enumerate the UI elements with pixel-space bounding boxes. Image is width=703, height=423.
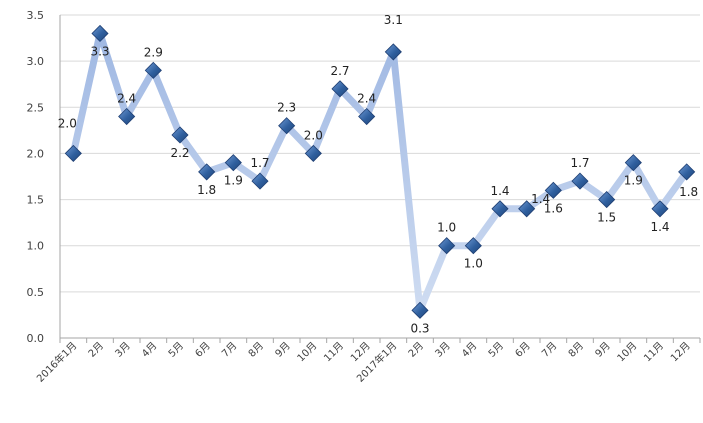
- x-tick-label: 12月: [348, 340, 373, 365]
- data-label: 2.0: [58, 116, 77, 130]
- data-label: 1.7: [250, 156, 269, 170]
- data-point-marker: [64, 144, 82, 162]
- y-tick-label: 0.5: [27, 286, 45, 299]
- data-label: 2.3: [277, 101, 296, 115]
- data-label: 2.0: [304, 128, 323, 142]
- data-point-marker: [198, 163, 216, 181]
- data-point-marker: [224, 154, 242, 172]
- data-point-marker: [91, 24, 109, 43]
- y-tick-label: 1.5: [27, 194, 45, 207]
- data-label: 1.4: [650, 220, 669, 234]
- data-label: 2.7: [330, 64, 349, 78]
- data-point-marker: [438, 237, 456, 255]
- x-tick-label: 6月: [193, 340, 213, 360]
- y-tick-label: 1.0: [27, 240, 45, 253]
- y-tick-label: 2.0: [27, 147, 45, 160]
- data-point-marker: [278, 117, 296, 135]
- data-label: 0.3: [410, 321, 429, 335]
- x-tick-label: 2月: [86, 340, 106, 360]
- x-tick-label: 7月: [219, 340, 239, 360]
- data-label: 1.6: [544, 201, 563, 215]
- x-tick-label: 8月: [246, 340, 266, 360]
- x-tick-label: 10月: [615, 340, 640, 365]
- series-markers: [64, 24, 696, 319]
- x-tick-label: 10月: [295, 340, 320, 365]
- data-label: 1.5: [597, 211, 616, 225]
- x-tick-label: 2月: [406, 340, 426, 360]
- x-tick-label: 4月: [139, 340, 159, 360]
- data-label: 3.3: [90, 44, 109, 58]
- data-point-marker: [544, 181, 562, 199]
- data-label: 1.8: [679, 185, 698, 199]
- data-label: 2.9: [144, 45, 163, 59]
- data-point-marker: [651, 200, 669, 218]
- x-tick-label: 11月: [322, 340, 347, 365]
- data-point-marker: [358, 107, 376, 126]
- data-point-marker: [598, 191, 616, 209]
- data-point-marker: [251, 172, 269, 190]
- y-tick-label: 3.0: [27, 55, 45, 68]
- x-tick-label: 5月: [486, 340, 506, 360]
- y-tick-label: 2.5: [27, 101, 45, 114]
- data-point-marker: [571, 172, 589, 190]
- data-point-marker: [384, 43, 402, 61]
- data-point-marker: [518, 200, 536, 218]
- data-point-marker: [411, 301, 429, 319]
- data-label: 1.8: [197, 183, 216, 197]
- data-label: 2.4: [357, 92, 376, 106]
- x-tick-label: 8月: [566, 340, 586, 360]
- data-label: 1.4: [490, 184, 509, 198]
- y-tick-label: 3.5: [27, 9, 45, 22]
- x-tick-label: 2016年1月: [34, 339, 80, 385]
- x-tick-label: 7月: [539, 340, 559, 360]
- grid-lines: [60, 14, 700, 339]
- data-point-marker: [331, 80, 349, 98]
- data-point-marker: [118, 107, 136, 126]
- data-label: 1.0: [437, 221, 456, 235]
- series-line-path: [69, 29, 691, 314]
- data-labels: 2.0 3.3 2.4 2.9 2.2 1.8 1.9 1.7 2.3 2.0 2.7 2.4 3.1 0…: [58, 13, 698, 335]
- data-point-marker: [624, 154, 642, 172]
- x-tick-label: 3月: [113, 340, 133, 360]
- data-label: 1.9: [624, 174, 643, 188]
- x-tick-label: 6月: [513, 340, 533, 360]
- x-tick-label: 5月: [166, 340, 186, 360]
- data-point-marker: [464, 237, 482, 255]
- x-tick-label: 11月: [642, 340, 667, 365]
- x-tick-label: 3月: [433, 340, 453, 360]
- data-point-marker: [144, 61, 162, 79]
- data-label: 1.7: [570, 156, 589, 170]
- data-label: 1.0: [464, 257, 483, 271]
- data-label: 1.9: [224, 174, 243, 188]
- y-tick-label: 0.0: [27, 332, 45, 345]
- x-tick-label: 4月: [459, 340, 479, 360]
- data-label: 2.4: [117, 92, 136, 106]
- series-line: [69, 29, 691, 314]
- data-point-marker: [304, 144, 322, 162]
- x-tick-label: 9月: [273, 340, 293, 360]
- y-axis: 0.0 0.5 1.0 1.5 2.0 2.5 3.0 3.5: [27, 9, 61, 345]
- data-point-marker: [678, 163, 696, 181]
- x-tick-label: 9月: [593, 340, 613, 360]
- data-point-marker: [171, 126, 189, 144]
- data-label: 2.2: [170, 146, 189, 160]
- data-point-marker: [491, 200, 509, 218]
- x-tick-label: 12月: [668, 340, 693, 365]
- data-label: 1.4: [531, 192, 550, 206]
- data-label: 3.1: [384, 13, 403, 27]
